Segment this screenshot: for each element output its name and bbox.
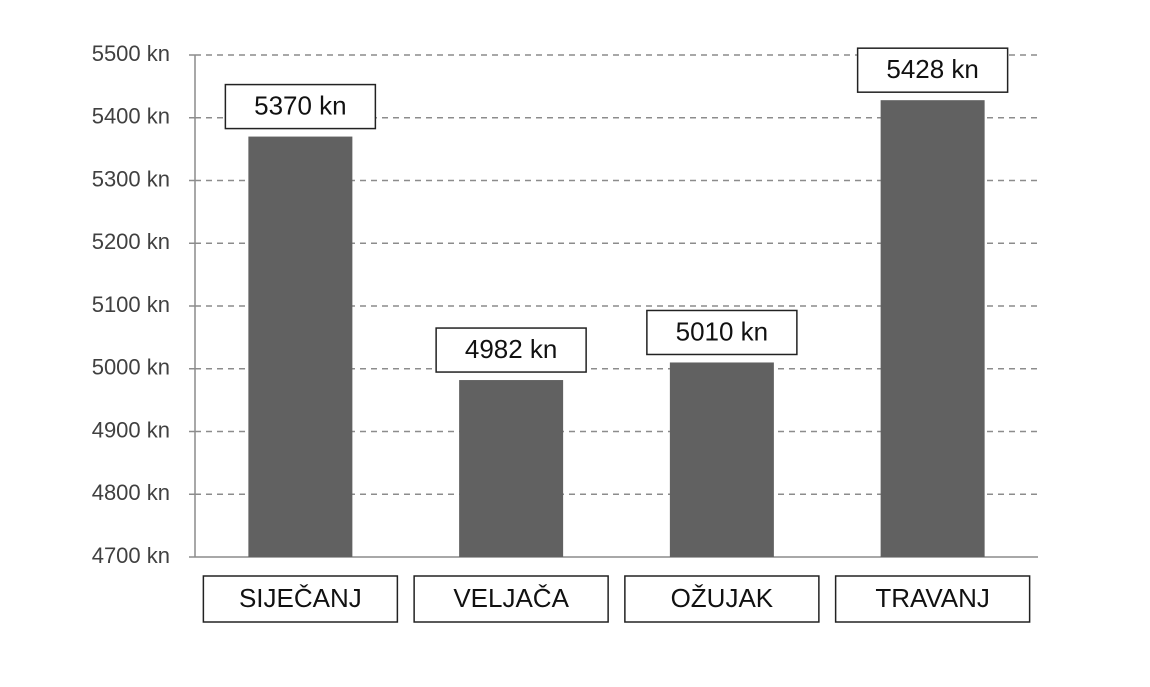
y-tick-label: 4900 kn bbox=[92, 417, 170, 442]
y-tick-label: 5200 kn bbox=[92, 229, 170, 254]
x-tick-label: TRAVANJ bbox=[875, 583, 990, 613]
y-tick-label: 5400 kn bbox=[92, 104, 170, 129]
value-label-box bbox=[646, 309, 798, 356]
bar bbox=[459, 380, 564, 557]
category-box bbox=[202, 575, 399, 623]
bar bbox=[669, 362, 774, 557]
bar bbox=[880, 100, 985, 558]
value-label: 4982 kn bbox=[465, 334, 558, 364]
y-tick-label: 4800 kn bbox=[92, 480, 170, 505]
x-tick-label: OŽUJAK bbox=[671, 583, 774, 613]
value-label-box bbox=[856, 47, 1009, 93]
value-label: 5370 kn bbox=[254, 90, 347, 120]
x-tick-label: SIJEČANJ bbox=[239, 583, 362, 613]
value-label-box bbox=[224, 83, 377, 130]
y-tick-label: 5500 kn bbox=[92, 41, 170, 66]
y-tick-label: 4700 kn bbox=[92, 543, 170, 568]
y-tick-label: 5100 kn bbox=[92, 292, 170, 317]
y-tick-label: 5000 kn bbox=[92, 355, 170, 380]
category-box bbox=[834, 575, 1031, 623]
x-tick-label: VELJAČA bbox=[453, 583, 569, 613]
category-box bbox=[413, 575, 609, 623]
value-label: 5428 kn bbox=[886, 54, 979, 84]
category-box bbox=[624, 575, 820, 623]
y-tick-label: 5300 kn bbox=[92, 166, 170, 191]
value-label-box bbox=[435, 327, 587, 373]
value-label: 5010 kn bbox=[676, 316, 769, 346]
bar bbox=[248, 136, 353, 557]
